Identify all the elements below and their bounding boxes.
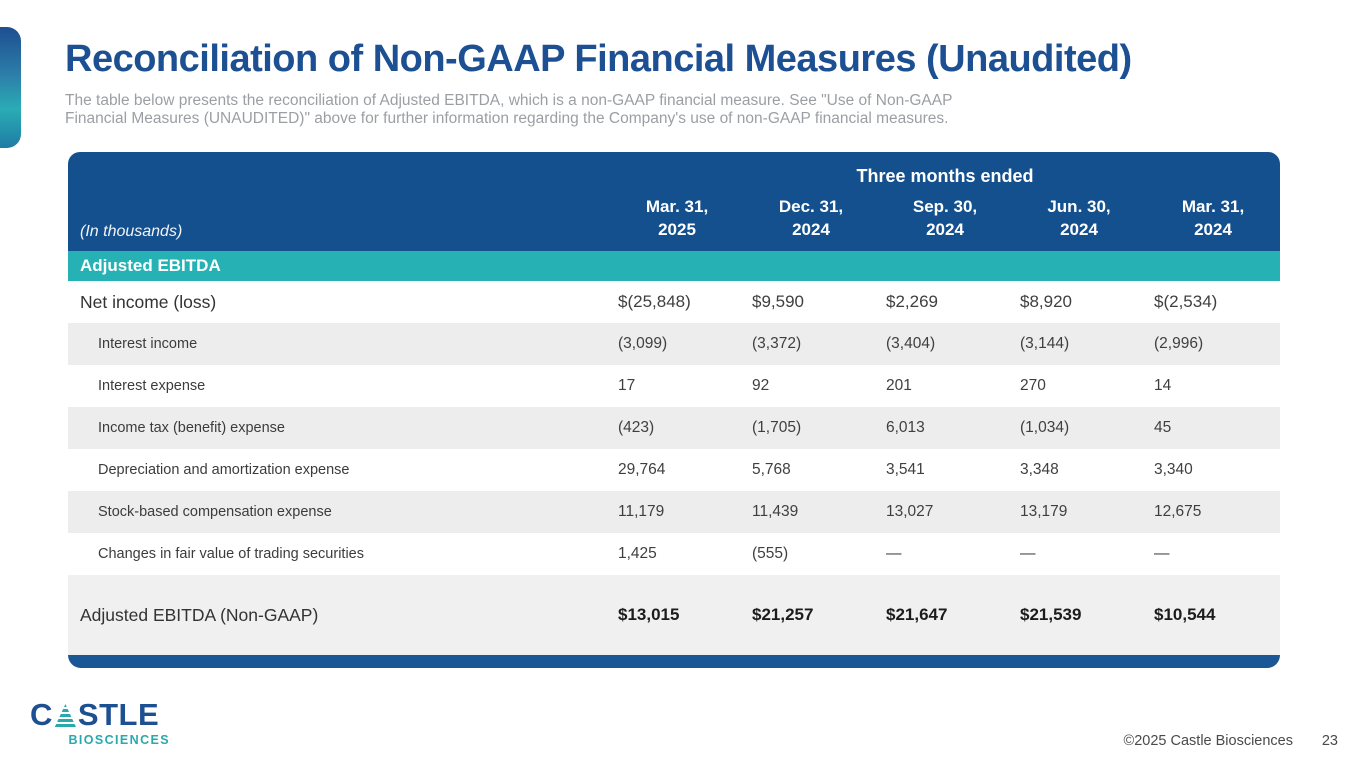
row-value: $9,590 [752, 292, 804, 311]
row-value: 270 [1020, 377, 1046, 394]
accent-bar [0, 27, 21, 148]
row-value: 45 [1154, 419, 1172, 436]
column-header-month: Dec. 31, [778, 197, 844, 216]
total-row: Adjusted EBITDA (Non-GAAP) $13,015 $21,2… [68, 575, 1280, 655]
column-header-month: Jun. 30, [1047, 197, 1111, 216]
row-value: (3,099) [618, 335, 668, 352]
column-header-year: 2024 [792, 220, 830, 239]
row-value: 12,675 [1154, 503, 1202, 520]
row-value: 14 [1154, 377, 1172, 394]
row-value: 29,764 [618, 461, 666, 478]
table-row: Changes in fair value of trading securit… [68, 533, 1280, 575]
table-row: Depreciation and amortization expense 29… [68, 449, 1280, 491]
row-value: 3,348 [1020, 461, 1059, 478]
logo-letters-stle: STLE [77, 697, 160, 732]
column-header-month: Sep. 30, [912, 197, 978, 216]
row-label: Interest expense [98, 378, 206, 394]
row-value: (1,705) [752, 419, 802, 436]
column-header: Mar. 31, 2025 [610, 195, 744, 241]
row-value: $(25,848) [618, 292, 691, 311]
table-row: Income tax (benefit) expense (423) (1,70… [68, 407, 1280, 449]
column-header: Jun. 30, 2024 [1012, 195, 1146, 241]
page-title: Reconciliation of Non-GAAP Financial Mea… [65, 38, 1132, 80]
table-row: Stock-based compensation expense 11,179 … [68, 491, 1280, 533]
column-header-year: 2024 [1194, 220, 1232, 239]
page-subtitle-line1: The table below presents the reconciliat… [65, 92, 953, 109]
row-value: 5,768 [752, 461, 791, 478]
row-value: 3,340 [1154, 461, 1193, 478]
period-header: Three months ended [856, 166, 1034, 186]
row-value: $21,257 [752, 605, 814, 624]
row-label: Net income (loss) [80, 291, 217, 312]
column-header-year: 2024 [1060, 220, 1098, 239]
row-value: — [1020, 545, 1036, 562]
units-note: (In thousands) [80, 223, 183, 240]
page-subtitle-line2: Financial Measures (UNAUDITED)" above fo… [65, 110, 949, 127]
row-value: 6,013 [886, 419, 925, 436]
row-value: $21,647 [886, 605, 948, 624]
table-row: Interest income (3,099) (3,372) (3,404) … [68, 323, 1280, 365]
row-value: 13,027 [886, 503, 934, 520]
row-value: 92 [752, 377, 770, 394]
column-header: Dec. 31, 2024 [744, 195, 878, 241]
footer-copyright: ©2025 Castle Biosciences [1123, 733, 1293, 749]
row-value: 17 [618, 377, 636, 394]
row-value: 13,179 [1020, 503, 1068, 520]
row-value: (3,404) [886, 335, 936, 352]
row-value: (2,996) [1154, 335, 1204, 352]
column-header: Sep. 30, 2024 [878, 195, 1012, 241]
column-header-year: 2024 [926, 220, 964, 239]
logo-triangle-a-icon [53, 704, 77, 729]
table-row: Interest expense 17 92 201 270 14 [68, 365, 1280, 407]
row-value: (555) [752, 545, 789, 562]
row-value: $13,015 [618, 605, 680, 624]
row-label: Adjusted EBITDA (Non-GAAP) [80, 604, 319, 625]
column-header-year: 2025 [658, 220, 696, 239]
logo-wordmark: C STLE [30, 697, 170, 732]
table-bottom-bar [68, 655, 1280, 668]
table-header: Three months ended (In thousands) Mar. 3… [68, 152, 1280, 251]
column-header-month: Mar. 31, [1181, 197, 1245, 216]
row-value: 3,541 [886, 461, 925, 478]
row-label: Changes in fair value of trading securit… [98, 546, 364, 562]
row-value: (423) [618, 419, 655, 436]
column-header: Mar. 31, 2024 [1146, 195, 1280, 241]
row-value: — [1154, 545, 1170, 562]
row-value: (3,144) [1020, 335, 1070, 352]
section-header-adjusted-ebitda: Adjusted EBITDA [68, 251, 1280, 281]
row-value: $2,269 [886, 292, 938, 311]
logo-subtext: BIOSCIENCES [68, 733, 170, 747]
page-subtitle: The table below presents the reconciliat… [65, 92, 1185, 128]
row-value: — [886, 545, 902, 562]
row-value: 201 [886, 377, 912, 394]
table-row: Net income (loss) $(25,848) $9,590 $2,26… [68, 281, 1280, 323]
column-header-month: Mar. 31, [645, 197, 709, 216]
row-value: $8,920 [1020, 292, 1072, 311]
reconciliation-table: Three months ended (In thousands) Mar. 3… [68, 152, 1280, 668]
row-label: Interest income [98, 336, 198, 352]
row-value: (1,034) [1020, 419, 1070, 436]
row-value: 1,425 [618, 545, 657, 562]
row-value: (3,372) [752, 335, 802, 352]
row-value: $21,539 [1020, 605, 1082, 624]
row-label: Income tax (benefit) expense [98, 420, 285, 436]
page-number: 23 [1321, 733, 1338, 749]
castle-biosciences-logo: C STLE BIOSCIENCES [30, 697, 170, 747]
row-value: 11,439 [752, 503, 799, 520]
row-label: Depreciation and amortization expense [98, 462, 350, 478]
row-value: 11,179 [618, 503, 665, 520]
row-value: $(2,534) [1154, 292, 1218, 311]
logo-letter-c: C [30, 697, 53, 732]
row-value: $10,544 [1154, 605, 1216, 624]
row-label: Stock-based compensation expense [98, 504, 332, 520]
